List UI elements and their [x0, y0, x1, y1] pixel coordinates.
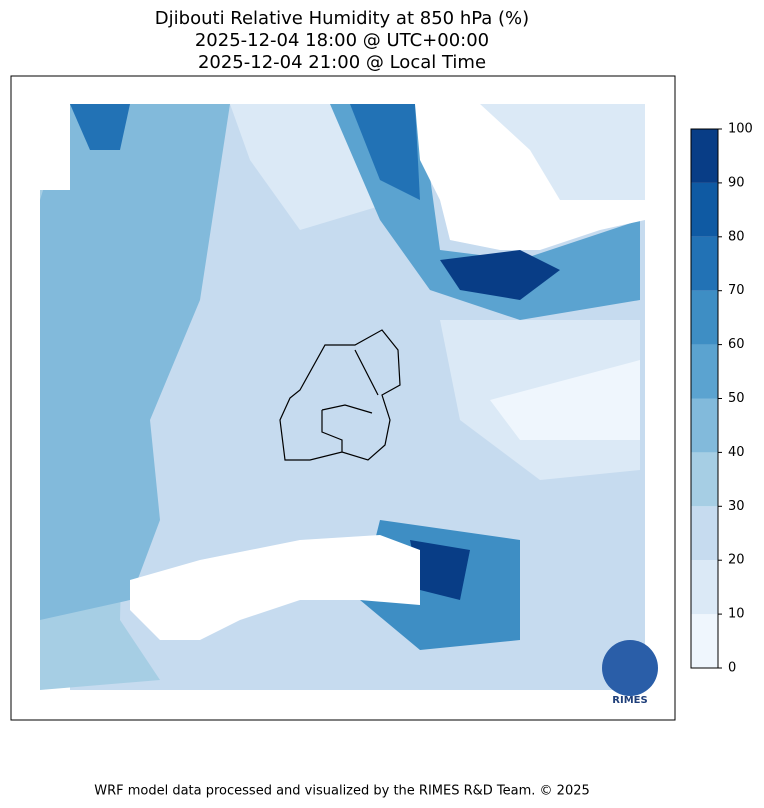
colorbar: 0 10 20 30 40 50 60 70 80 90 100 [690, 122, 753, 676]
field-region [70, 104, 130, 150]
no-data [40, 104, 70, 140]
logo-emblem [602, 640, 658, 696]
field-region [350, 104, 420, 200]
colorbar-tick-label: 80 [728, 229, 745, 244]
no-data [130, 535, 420, 640]
title-line: 2025-12-04 18:00 @ UTC+00:00 [195, 30, 489, 51]
colorbar-tick-label: 10 [728, 607, 745, 622]
colorbar-tick-label: 50 [728, 391, 745, 406]
colorbar-tick-label: 20 [728, 553, 745, 568]
map: RIMES [10, 75, 676, 721]
title-line: 2025-12-04 21:00 @ Local Time [198, 52, 486, 73]
outside [11, 76, 40, 720]
outside [11, 76, 675, 104]
colorbar-tick-label: 0 [728, 661, 736, 676]
colorbar-bin [691, 452, 718, 507]
colorbar-bin [691, 506, 718, 561]
colorbar-bin [691, 344, 718, 399]
colorbar-tick-label: 60 [728, 337, 745, 352]
title-line: Djibouti Relative Humidity at 850 hPa (%… [155, 8, 529, 29]
footer: WRF model data processed and visualized … [94, 784, 590, 799]
colorbar-bin [691, 560, 718, 615]
logo-text: RIMES [612, 695, 647, 706]
colorbar-bin [691, 182, 718, 237]
colorbar-bin [691, 398, 718, 453]
country-border [279, 329, 401, 461]
colorbar-bin [691, 614, 718, 668]
field-region [410, 540, 470, 600]
colorbar-tick-label: 90 [728, 175, 745, 190]
colorbar-tick-label: 30 [728, 499, 745, 514]
map-frame [10, 75, 676, 721]
field-region [440, 250, 560, 300]
field-region [490, 360, 640, 440]
colorbar-bin [691, 236, 718, 291]
colorbar-bin [691, 290, 718, 345]
field-region [40, 104, 230, 620]
colorbar-tick-label: 70 [728, 283, 745, 298]
colorbar-tick-label: 40 [728, 445, 745, 460]
colorbar-bin [691, 129, 718, 183]
field-region [480, 104, 645, 200]
colorbar-tick-label: 100 [728, 122, 753, 137]
